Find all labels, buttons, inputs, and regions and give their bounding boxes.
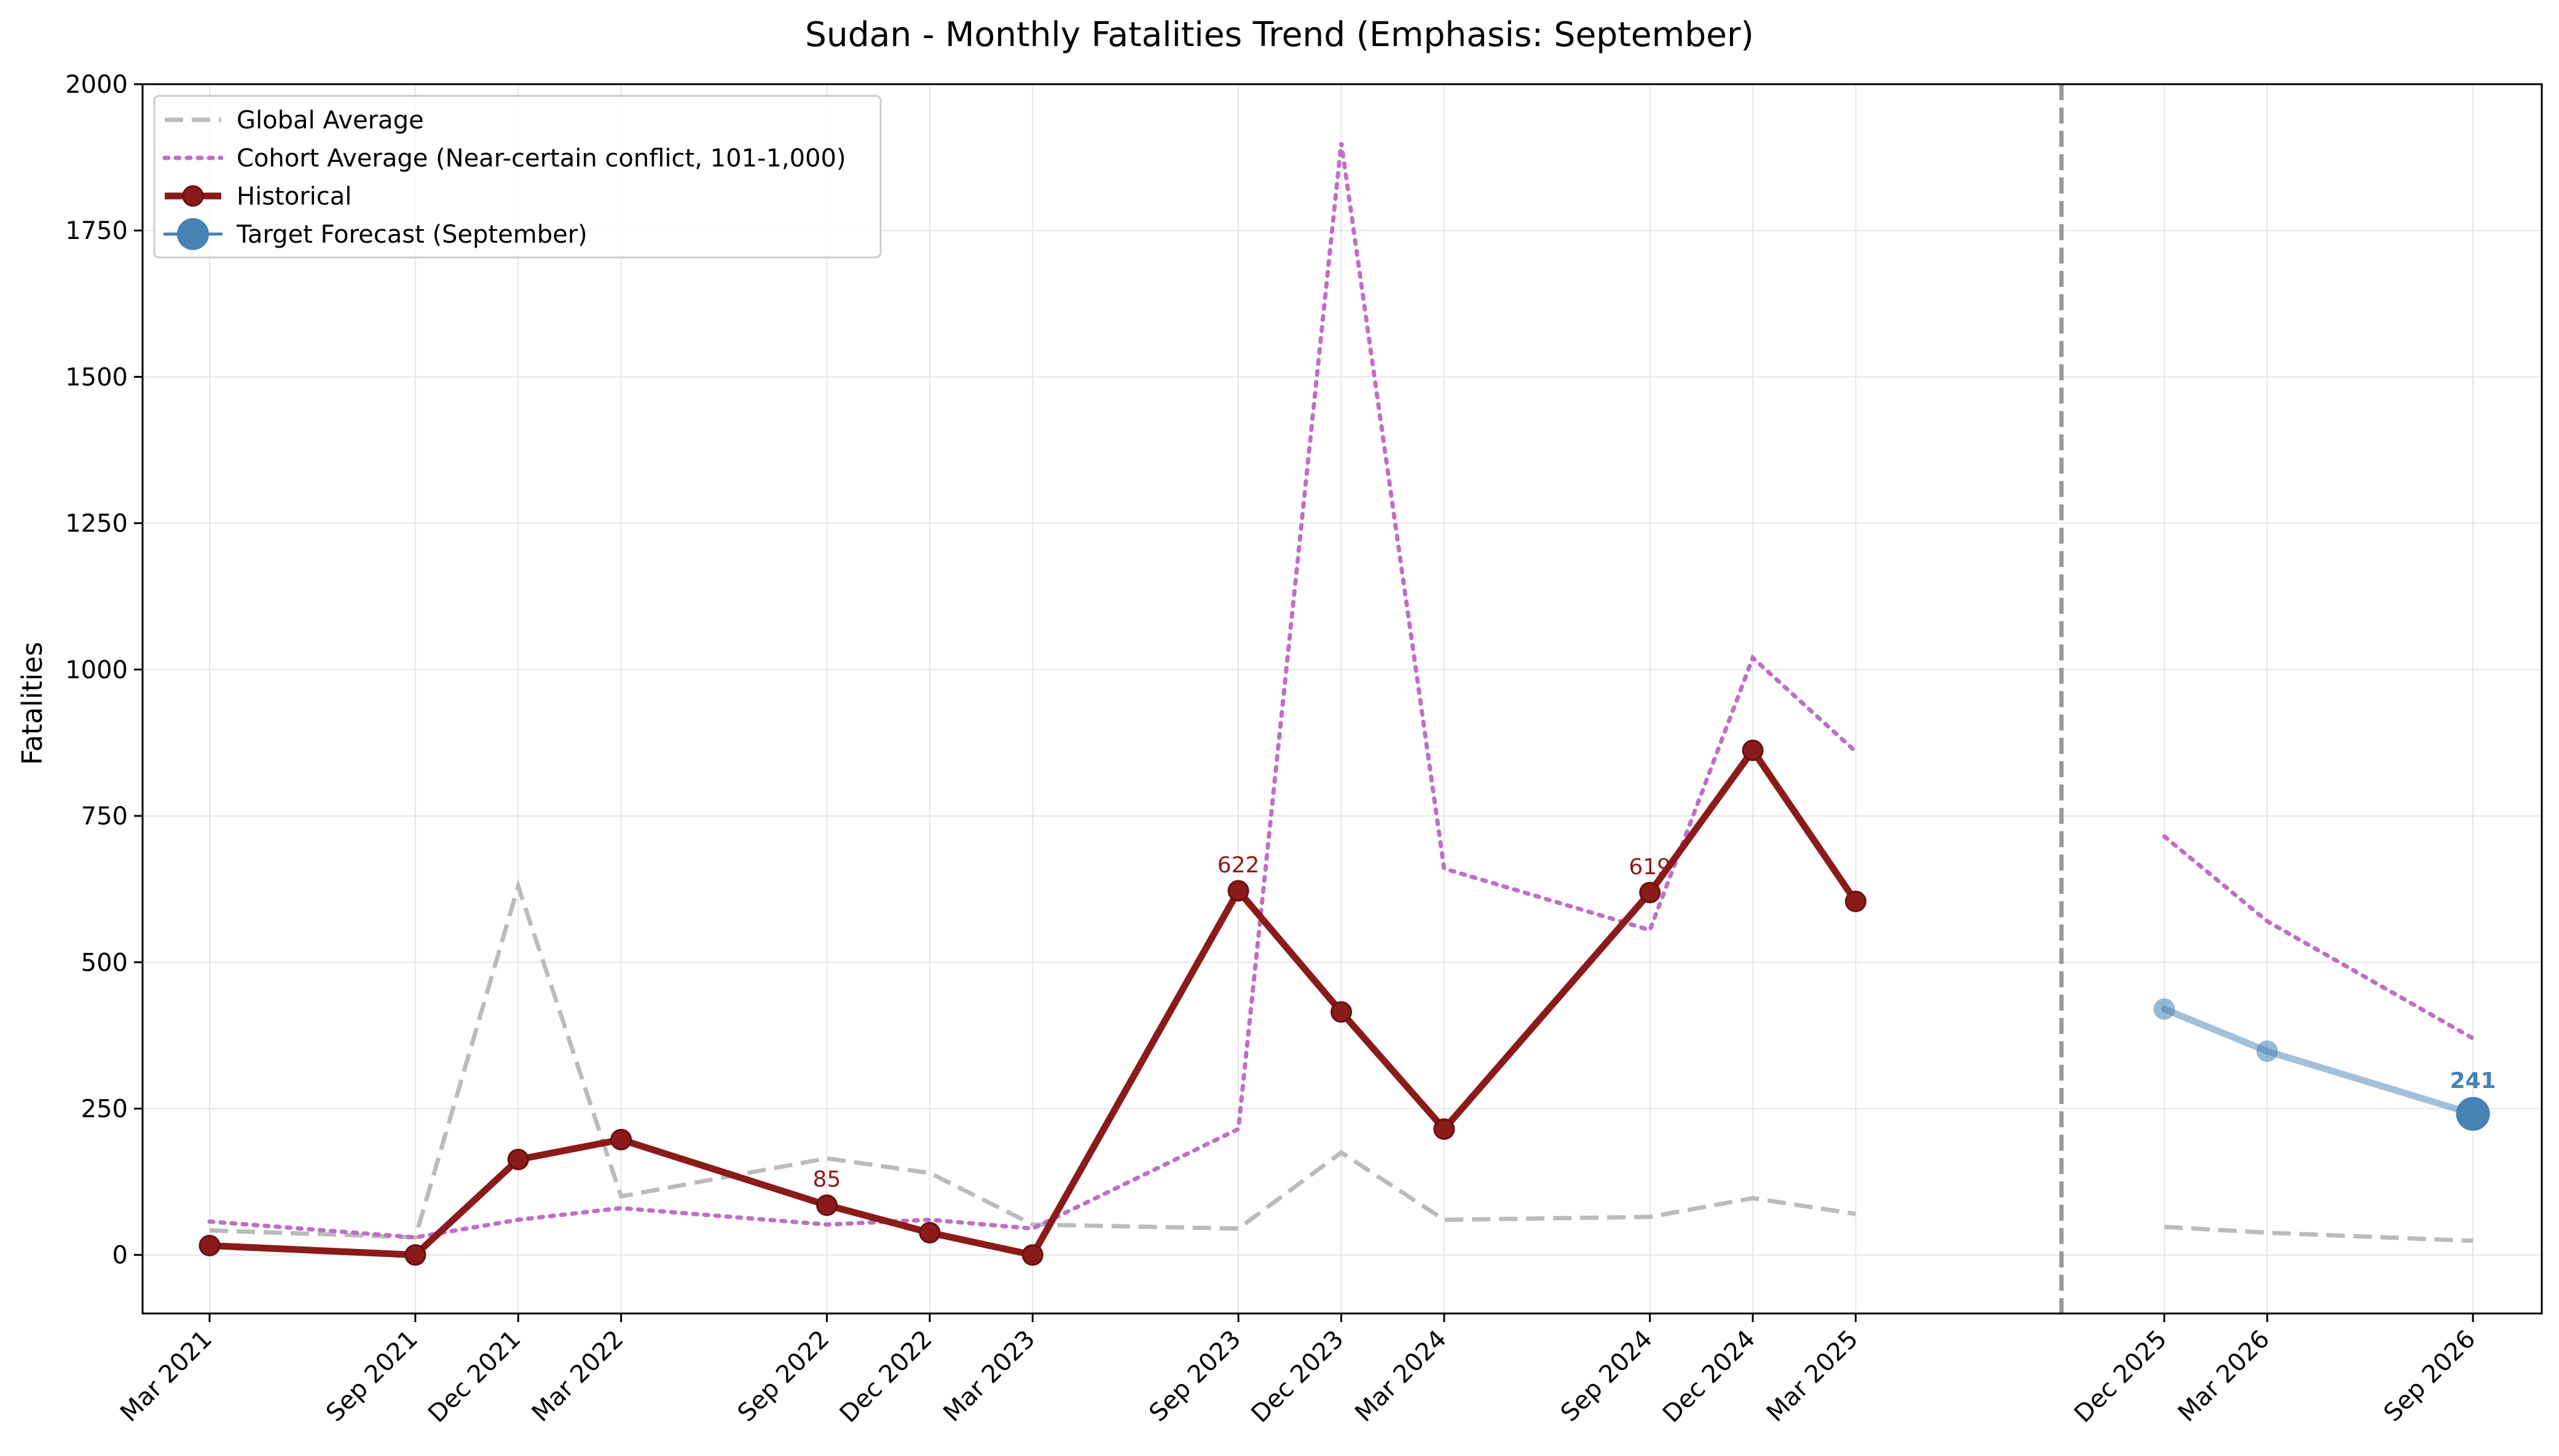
x-tick-label: Sep 2023	[1144, 1325, 1246, 1428]
x-tick-label: Mar 2022	[527, 1325, 629, 1428]
global-average-legend-label: Global Average	[237, 106, 424, 135]
historical-legend-marker	[182, 185, 204, 207]
historical-point	[507, 1148, 529, 1170]
global-average-series	[209, 879, 2474, 1243]
historical-point	[919, 1222, 941, 1244]
x-tick-label: Dec 2021	[423, 1325, 526, 1428]
y-tick-label: 500	[81, 949, 128, 977]
x-tick-label: Sep 2021	[321, 1325, 423, 1428]
x-tick-label: Sep 2024	[1555, 1325, 1658, 1428]
x-tick-label: Mar 2023	[938, 1325, 1040, 1428]
y-tick-label: 1500	[65, 363, 128, 391]
y-tick-label: 1750	[65, 217, 128, 245]
x-tick-label: Mar 2026	[2172, 1325, 2275, 1428]
historical-point	[1021, 1244, 1044, 1266]
historical-point	[1639, 882, 1661, 904]
historical-point	[1331, 1001, 1352, 1023]
y-tick-label: 1250	[65, 510, 128, 538]
x-tick-label: Dec 2022	[835, 1325, 938, 1428]
x-tick-label: Dec 2023	[1246, 1325, 1349, 1428]
forecast-legend-marker	[177, 218, 209, 250]
cohort-average-series	[207, 142, 2475, 1240]
target-forecast-point	[2456, 1097, 2490, 1131]
historical-point	[1845, 890, 1867, 912]
x-tick-label: Sep 2022	[733, 1325, 835, 1428]
x-tick-label: Mar 2021	[115, 1325, 218, 1428]
x-tick-label: Mar 2024	[1350, 1325, 1452, 1428]
y-tick-label: 2000	[65, 71, 128, 99]
y-tick-label: 1000	[65, 656, 128, 684]
x-tick-label: Dec 2024	[1657, 1325, 1761, 1428]
plot-frame	[141, 83, 2543, 1315]
cohort-average-legend-label: Cohort Average (Near-certain conflict, 1…	[237, 144, 846, 173]
chart-title: Sudan - Monthly Fatalities Trend (Emphas…	[805, 15, 1754, 54]
data-label: 619	[1629, 855, 1671, 880]
y-axis-title: Fatalities	[16, 642, 49, 765]
historical-series: 85 622 619	[199, 739, 1867, 1266]
y-tick-label: 750	[81, 802, 128, 831]
grid-lines	[143, 84, 2542, 1313]
x-tick-label: Dec 2025	[2069, 1325, 2172, 1428]
plot-layer: 85 622 619 241 0 250 500 750 1000 1250 1500 1750 200…	[65, 71, 2543, 1428]
legend: Global Average Cohort Average (Near-certa…	[153, 95, 882, 259]
y-tick-label: 250	[81, 1095, 128, 1124]
x-tick-label: Mar 2025	[1761, 1325, 1864, 1428]
data-label: 241	[2450, 1068, 2496, 1094]
historical-point	[816, 1194, 838, 1216]
historical-point	[610, 1129, 632, 1151]
global-average-line	[209, 879, 1857, 1240]
historical-point	[404, 1244, 426, 1266]
data-label: 85	[813, 1167, 841, 1192]
target-forecast-series: 241	[2153, 998, 2496, 1131]
historical-point	[1227, 880, 1249, 902]
y-axis-ticks: 0 250 500 750 1000 1250 1500 1750 2000	[65, 71, 143, 1270]
historical-point	[1433, 1118, 1455, 1140]
x-tick-label: Sep 2026	[2378, 1325, 2481, 1428]
historical-legend-label: Historical	[237, 182, 352, 211]
target-forecast-line	[2161, 1006, 2477, 1117]
cohort-average-line	[2162, 834, 2475, 1041]
data-label: 622	[1217, 853, 1260, 878]
y-tick-label: 0	[112, 1242, 128, 1270]
forecast-point	[2153, 998, 2176, 1020]
cohort-average-line	[207, 142, 1858, 1240]
historical-point	[199, 1234, 221, 1256]
target-forecast-legend-label: Target Forecast (September)	[236, 221, 588, 249]
forecast-point	[2256, 1040, 2278, 1062]
legend-box	[153, 95, 882, 259]
historical-point	[1742, 739, 1764, 761]
x-axis-ticks: Mar 2021 Sep 2021 Dec 2021 Mar 2022 Sep 2022…	[115, 1313, 2481, 1428]
global-average-line	[2164, 1224, 2474, 1243]
